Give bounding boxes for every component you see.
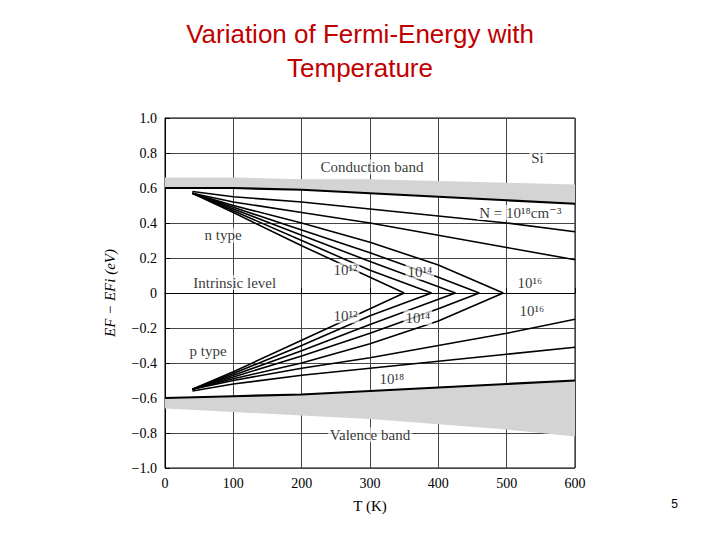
svg-text:0.2: 0.2 bbox=[140, 251, 158, 266]
svg-text:600: 600 bbox=[565, 476, 586, 491]
svg-text:Temperature: Temperature bbox=[287, 53, 433, 83]
svg-text:0.6: 0.6 bbox=[140, 181, 158, 196]
svg-text:−0.8: −0.8 bbox=[132, 426, 157, 441]
svg-text:300: 300 bbox=[360, 476, 381, 491]
svg-text:400: 400 bbox=[428, 476, 449, 491]
svg-text:Conduction band: Conduction band bbox=[321, 159, 424, 175]
svg-text:T (K): T (K) bbox=[353, 498, 386, 515]
svg-text:0: 0 bbox=[150, 286, 157, 301]
svg-text:200: 200 bbox=[291, 476, 312, 491]
svg-text:100: 100 bbox=[223, 476, 244, 491]
svg-text:500: 500 bbox=[496, 476, 517, 491]
svg-text:Si: Si bbox=[531, 150, 544, 166]
svg-text:Valence band: Valence band bbox=[330, 427, 411, 443]
svg-text:−1.0: −1.0 bbox=[132, 461, 157, 476]
svg-text:n type: n type bbox=[205, 227, 242, 243]
svg-text:−0.4: −0.4 bbox=[132, 356, 157, 371]
svg-text:EF − EFi (eV): EF − EFi (eV) bbox=[102, 249, 119, 338]
svg-text:10¹⁶: 10¹⁶ bbox=[520, 303, 545, 319]
svg-text:N = 10¹⁸cm⁻³: N = 10¹⁸cm⁻³ bbox=[479, 205, 562, 221]
svg-text:−0.2: −0.2 bbox=[132, 321, 157, 336]
svg-text:Intrinsic level: Intrinsic level bbox=[193, 275, 276, 291]
svg-text:5: 5 bbox=[671, 497, 678, 511]
svg-text:10¹⁶: 10¹⁶ bbox=[518, 275, 543, 291]
svg-text:p type: p type bbox=[190, 343, 227, 359]
svg-text:1.0: 1.0 bbox=[140, 111, 158, 126]
svg-text:0.4: 0.4 bbox=[140, 216, 158, 231]
svg-text:0: 0 bbox=[162, 476, 169, 491]
svg-text:10¹⁴: 10¹⁴ bbox=[408, 264, 433, 280]
svg-text:10¹²: 10¹² bbox=[333, 262, 357, 278]
svg-text:10¹²: 10¹² bbox=[333, 308, 357, 324]
svg-text:0.8: 0.8 bbox=[140, 146, 158, 161]
svg-text:10¹⁸: 10¹⁸ bbox=[379, 371, 404, 387]
svg-text:Variation of Fermi-Energy with: Variation of Fermi-Energy with bbox=[186, 19, 534, 49]
svg-text:−0.6: −0.6 bbox=[132, 391, 157, 406]
svg-text:10¹⁴: 10¹⁴ bbox=[405, 310, 430, 326]
